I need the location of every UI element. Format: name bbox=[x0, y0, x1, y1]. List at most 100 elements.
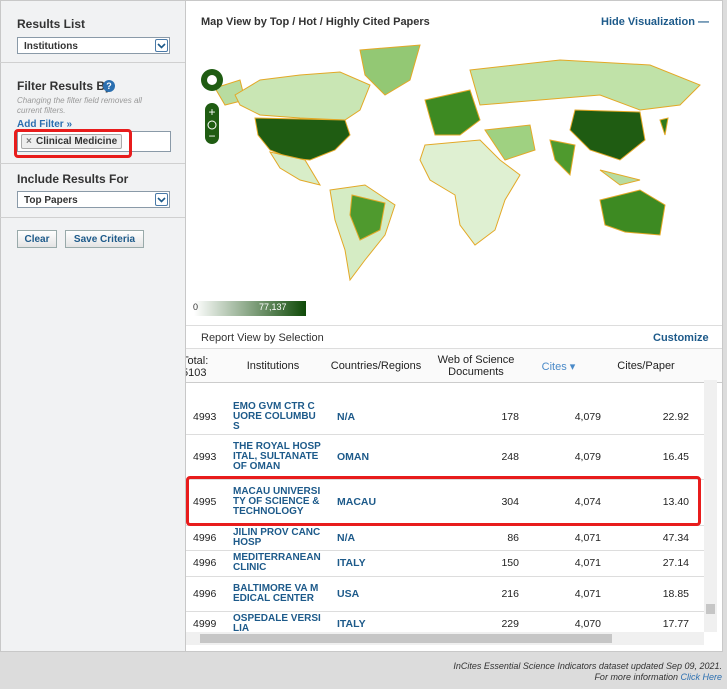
row-divider bbox=[186, 611, 704, 612]
cites-per-paper: 22.92 bbox=[662, 410, 689, 423]
institution[interactable]: BALTIMORE VA MEDICAL CENTER bbox=[233, 582, 319, 604]
legend-max: 77,137 bbox=[259, 302, 287, 312]
row-divider bbox=[186, 479, 704, 480]
rank: 4993 bbox=[193, 450, 217, 463]
country[interactable]: N/A bbox=[337, 410, 356, 423]
footer-more: For more information Click Here bbox=[453, 672, 722, 683]
cites: 4,079 bbox=[574, 410, 601, 423]
divider bbox=[0, 62, 186, 63]
cites: 4,071 bbox=[574, 531, 601, 544]
country[interactable]: OMAN bbox=[337, 450, 370, 463]
label: Include Results For bbox=[17, 172, 129, 186]
institution[interactable]: MACAU UNIVERSITY OF SCIENCE & TECHNOLOGY bbox=[233, 486, 321, 517]
table: Total: 5103 Institutions Countries/Regio… bbox=[186, 348, 722, 632]
country[interactable]: MACAU bbox=[337, 496, 377, 508]
highlight bbox=[186, 476, 701, 526]
rank: 4996 bbox=[193, 557, 217, 569]
institution[interactable]: MEDITERRANEAN CLINIC bbox=[233, 552, 321, 573]
chip-close[interactable]: × bbox=[26, 136, 32, 147]
cites-per-paper: 18.85 bbox=[662, 587, 689, 600]
dropdown[interactable]: Institutions bbox=[17, 37, 170, 54]
column-header[interactable]: Cites ▾ bbox=[541, 361, 576, 373]
documents: 178 bbox=[501, 410, 519, 423]
documents: 248 bbox=[501, 450, 519, 463]
hide-text: Hide Visualization bbox=[601, 16, 695, 28]
country[interactable]: ITALY bbox=[337, 557, 366, 569]
more-text: For more information bbox=[594, 672, 678, 682]
countries bbox=[214, 44, 701, 282]
cites-per-paper: 16.45 bbox=[662, 450, 689, 463]
zoom-control[interactable]: + − bbox=[201, 69, 223, 144]
institution[interactable]: JILIN PROV CANC HOSP bbox=[233, 526, 321, 548]
chip[interactable]: × Clinical Medicine bbox=[21, 134, 123, 149]
v-scrollbar[interactable] bbox=[704, 380, 717, 632]
documents: 304 bbox=[501, 496, 519, 508]
h-scrollbar[interactable] bbox=[186, 632, 704, 645]
divider bbox=[0, 163, 186, 164]
column-header[interactable]: Cites/Paper bbox=[617, 360, 675, 372]
cites-per-paper: 27.14 bbox=[662, 557, 689, 569]
label: Filter Results By bbox=[17, 79, 112, 93]
institution[interactable]: THE ROYAL HOSPITAL, SULTANATE OF OMAN bbox=[233, 440, 321, 472]
divider bbox=[0, 217, 186, 218]
svg-text:+: + bbox=[208, 105, 215, 119]
country[interactable]: N/A bbox=[337, 531, 356, 544]
dropdown[interactable]: Top Papers bbox=[17, 191, 170, 208]
cites: 4,079 bbox=[574, 450, 601, 463]
documents: 229 bbox=[501, 617, 519, 630]
cites-per-paper: 47.34 bbox=[662, 531, 689, 544]
documents: 86 bbox=[507, 531, 519, 544]
label: Results List bbox=[17, 17, 86, 31]
value: Top Papers bbox=[24, 195, 78, 206]
cites: 4,070 bbox=[574, 617, 601, 630]
table-header bbox=[186, 349, 722, 383]
hide-link[interactable]: Hide Visualization — bbox=[601, 16, 709, 28]
sidebar bbox=[0, 0, 186, 652]
save-button[interactable]: Save Criteria bbox=[65, 230, 144, 248]
icon bbox=[157, 197, 166, 203]
institution[interactable]: EMO GVM CTR CUORE COLUMBUS bbox=[233, 400, 316, 432]
column-header[interactable]: Countries/Regions bbox=[330, 360, 422, 372]
map-title: Map View by Top / Hot / Highly Cited Pap… bbox=[201, 16, 430, 28]
customize-link[interactable]: Customize bbox=[653, 332, 709, 344]
row-divider bbox=[186, 434, 704, 435]
footer: InCites Essential Science Indicators dat… bbox=[453, 661, 722, 683]
country[interactable]: USA bbox=[337, 587, 360, 600]
scroll-thumb[interactable] bbox=[706, 604, 715, 614]
column-header[interactable]: Web of Science Documents bbox=[437, 354, 515, 378]
scroll-thumb[interactable] bbox=[200, 634, 612, 643]
map: + − bbox=[201, 44, 701, 282]
footer-link[interactable]: Click Here bbox=[680, 672, 722, 682]
report-title: Report View by Selection bbox=[201, 332, 324, 344]
cites: 4,071 bbox=[574, 587, 601, 600]
column-header: Total: 5103 bbox=[186, 355, 209, 379]
svg-text:−: − bbox=[208, 129, 215, 143]
footer-note: InCites Essential Science Indicators dat… bbox=[453, 661, 722, 671]
divider bbox=[186, 325, 722, 326]
header-text: Cites bbox=[541, 361, 567, 373]
rank: 4995 bbox=[193, 496, 217, 508]
cites: 4,074 bbox=[574, 496, 601, 508]
documents: 150 bbox=[501, 557, 519, 569]
cites: 4,071 bbox=[574, 557, 601, 569]
cites-per-paper: 17.77 bbox=[662, 617, 689, 630]
legend-bar bbox=[194, 301, 306, 316]
value: Institutions bbox=[24, 41, 78, 52]
column-header[interactable]: Institutions bbox=[246, 360, 300, 372]
rank: 4999 bbox=[193, 617, 217, 630]
cites-per-paper: 13.40 bbox=[662, 496, 689, 508]
highlight bbox=[14, 129, 132, 158]
country[interactable]: ITALY bbox=[337, 617, 366, 630]
clear-button[interactable]: Clear bbox=[17, 230, 57, 248]
row-divider bbox=[186, 550, 704, 551]
rank: 4996 bbox=[193, 531, 217, 544]
institution[interactable]: OSPEDALE VERSILIA bbox=[233, 612, 321, 632]
help-icon[interactable]: ? bbox=[103, 80, 115, 92]
rank: 4996 bbox=[193, 587, 217, 600]
add-filter[interactable]: Add Filter » bbox=[17, 119, 73, 130]
documents: 216 bbox=[501, 587, 519, 600]
legend-min: 0 bbox=[193, 302, 199, 312]
icon bbox=[157, 43, 166, 49]
note: Changing the filter field removes all cu… bbox=[17, 96, 142, 115]
